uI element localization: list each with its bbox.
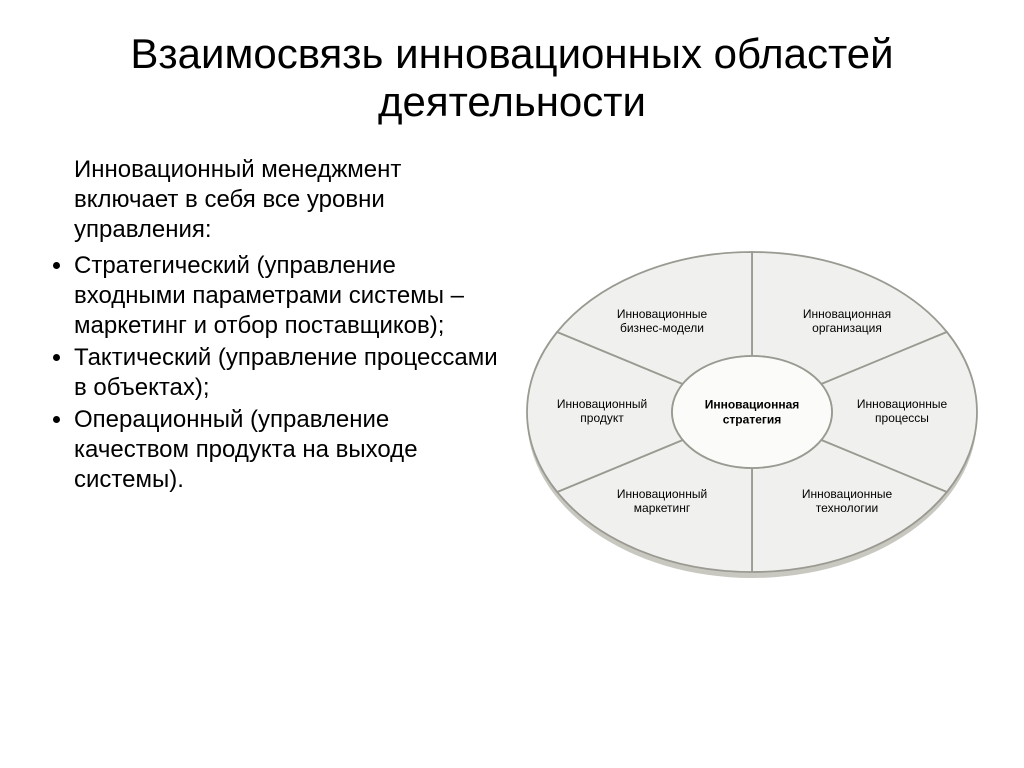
bullet-item: Стратегический (управление входными пара… bbox=[74, 251, 510, 341]
bullet-item: Операционный (управление качеством проду… bbox=[74, 405, 510, 495]
intro-text: Инновационный менеджмент включает в себя… bbox=[40, 155, 510, 245]
bullet-item: Тактический (управление процессами в объ… bbox=[74, 343, 510, 403]
slide-title: Взаимосвязь инновационных областей деяте… bbox=[40, 30, 984, 127]
wheel-diagram: ИнновационнаяорганизацияИнновационныепро… bbox=[522, 247, 982, 577]
slide: Взаимосвязь инновационных областей деяте… bbox=[0, 0, 1024, 768]
content-row: Инновационный менеджмент включает в себя… bbox=[40, 155, 984, 615]
text-column: Инновационный менеджмент включает в себя… bbox=[40, 155, 510, 497]
bullet-list: Стратегический (управление входными пара… bbox=[40, 251, 510, 495]
diagram-column: ИнновационнаяорганизацияИнновационныепро… bbox=[520, 155, 984, 615]
center-label: Инновационнаястратегия bbox=[705, 398, 800, 427]
